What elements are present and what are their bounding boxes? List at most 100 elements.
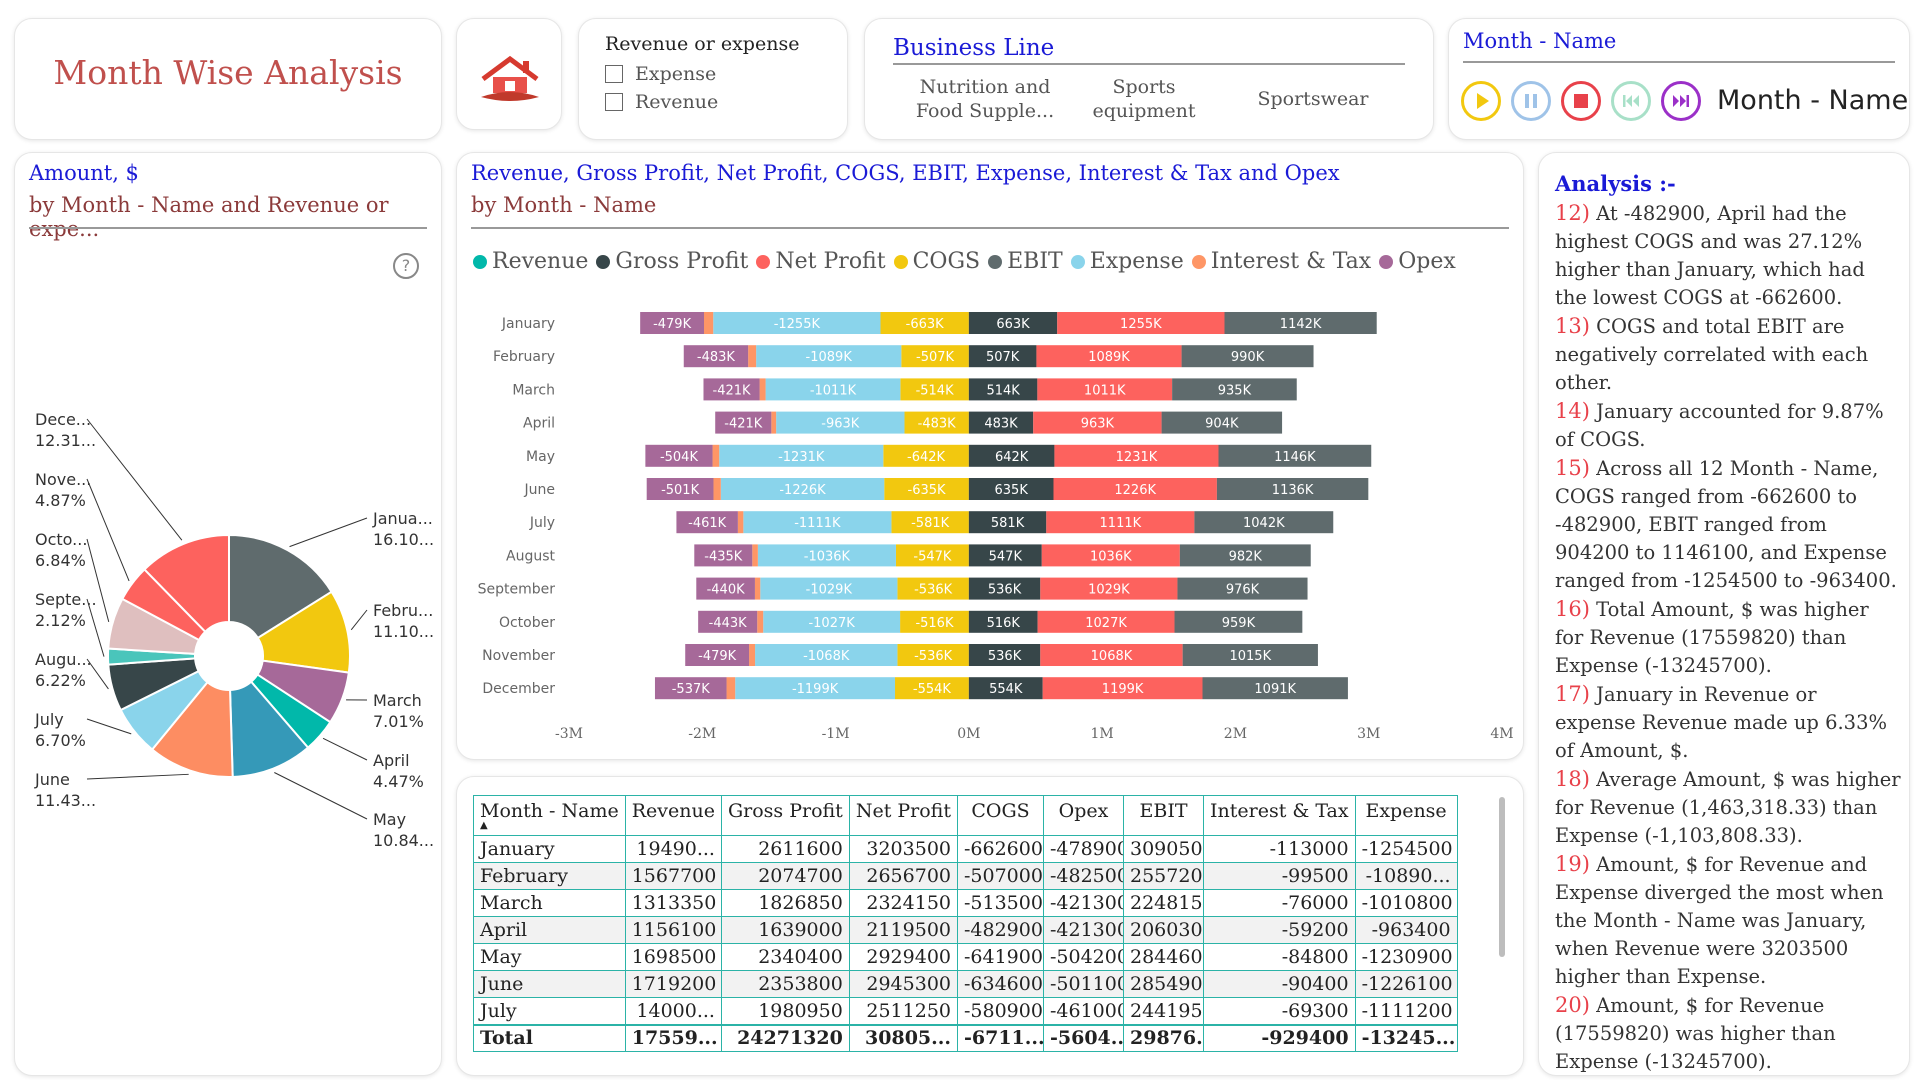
bar-segment[interactable] <box>1036 345 1182 368</box>
column-header[interactable]: Gross Profit <box>720 795 850 836</box>
table-row[interactable]: June 1719200 2353800 2945300 -634600 -501100 2… <box>473 970 1458 998</box>
bar-segment[interactable] <box>1194 511 1334 534</box>
bar-segment[interactable] <box>752 544 758 567</box>
bar-segment[interactable] <box>1037 610 1175 633</box>
bar-segment[interactable] <box>755 644 898 666</box>
bar-segment[interactable] <box>1037 378 1173 401</box>
legend-item[interactable]: COGS <box>893 249 980 274</box>
bar-segment[interactable] <box>968 444 1055 467</box>
pause-button[interactable] <box>1511 81 1551 121</box>
bar-segment[interactable] <box>968 411 1034 434</box>
legend-item[interactable]: Opex <box>1379 249 1456 274</box>
donut-slice[interactable] <box>228 533 333 640</box>
table-row[interactable]: April 1156100 1639000 2119500 -482900 -421300… <box>473 916 1458 944</box>
bar-segment[interactable] <box>713 312 881 334</box>
bar-segment[interactable] <box>1202 677 1348 700</box>
donut-slice[interactable] <box>256 590 351 674</box>
bar-segment[interactable] <box>1033 411 1162 434</box>
play-button[interactable] <box>1461 81 1501 121</box>
bar-segment[interactable] <box>703 378 760 401</box>
bar-segment[interactable] <box>904 411 969 434</box>
bar-segment[interactable] <box>968 577 1041 600</box>
bar-segment[interactable] <box>895 677 969 700</box>
bar-segment[interactable] <box>968 345 1037 368</box>
bar-segment[interactable] <box>968 478 1054 500</box>
bar-segment[interactable] <box>696 577 755 600</box>
bar-segment[interactable] <box>1161 411 1283 434</box>
bar-segment[interactable] <box>968 677 1043 700</box>
legend-item[interactable]: Interest & Tax <box>1191 249 1371 274</box>
business-option-sports-equipment[interactable]: Sports equipment <box>1079 75 1209 123</box>
bar-segment[interactable] <box>759 378 766 401</box>
bar-segment[interactable] <box>712 444 720 467</box>
bar-segment[interactable] <box>1181 345 1314 368</box>
bar-segment[interactable] <box>683 345 749 368</box>
bar-segment[interactable] <box>1041 544 1180 567</box>
legend-item[interactable]: Net Profit <box>756 249 886 274</box>
business-option-sportswear[interactable]: Sportswear <box>1233 87 1393 111</box>
bar-segment[interactable] <box>715 411 772 434</box>
bar-segment[interactable] <box>968 544 1042 567</box>
bar-segment[interactable] <box>726 677 736 700</box>
bar-segment[interactable] <box>749 644 756 666</box>
legend-item[interactable]: Revenue <box>473 249 588 274</box>
bar-segment[interactable] <box>654 677 727 700</box>
bar-segment[interactable] <box>685 644 750 666</box>
bar-segment[interactable] <box>1040 644 1183 666</box>
next-button[interactable] <box>1661 81 1701 121</box>
bar-segment[interactable] <box>640 312 705 334</box>
bar-segment[interactable] <box>1216 478 1369 500</box>
column-header[interactable]: Opex <box>1043 795 1124 836</box>
bar-segment[interactable] <box>968 610 1038 633</box>
bar-segment[interactable] <box>1179 544 1311 567</box>
bar-segment[interactable] <box>765 378 901 401</box>
bar-segment[interactable] <box>776 411 905 434</box>
legend-item[interactable]: Expense <box>1070 249 1184 274</box>
bar-segment[interactable] <box>897 577 969 600</box>
bar-segment[interactable] <box>757 610 764 633</box>
bar-segment[interactable] <box>698 610 758 633</box>
donut-slice[interactable] <box>143 533 230 634</box>
legend-item[interactable]: EBIT <box>988 249 1063 274</box>
bar-segment[interactable] <box>1174 610 1303 633</box>
table-row[interactable]: February 1567700 2074700 2656700 -507000 -482… <box>473 862 1458 890</box>
bar-segment[interactable] <box>900 610 969 633</box>
bar-segment[interactable] <box>900 378 969 401</box>
help-icon[interactable]: ? <box>393 253 419 279</box>
bar-segment[interactable] <box>771 411 777 434</box>
bar-segment[interactable] <box>880 312 969 334</box>
column-header[interactable]: EBIT <box>1123 795 1204 836</box>
bar-segment[interactable] <box>743 511 892 534</box>
bar-segment[interactable] <box>704 312 714 334</box>
table-row[interactable]: July 14000... 1980950 2511250 -580900 -461000… <box>473 997 1458 1025</box>
bar-segment[interactable] <box>757 544 896 567</box>
home-button[interactable] <box>456 18 562 130</box>
legend-item[interactable]: Gross Profit <box>596 249 748 274</box>
bar-segment[interactable] <box>1046 511 1195 534</box>
table-total-row[interactable]: Total 17559... 24271320 30805... -6711... -56… <box>473 1023 1458 1052</box>
table-row[interactable]: March 1313350 1826850 2324150 -513500 -421300… <box>473 889 1458 917</box>
bar-segment[interactable] <box>1053 478 1217 500</box>
bar-segment[interactable] <box>895 544 969 567</box>
previous-button[interactable] <box>1611 81 1651 121</box>
bar-segment[interactable] <box>720 478 885 500</box>
bar-segment[interactable] <box>737 511 744 534</box>
bar-segment[interactable] <box>646 478 714 500</box>
bar-segment[interactable] <box>968 511 1047 534</box>
checkbox-expense[interactable]: Expense <box>605 63 716 85</box>
stop-button[interactable] <box>1561 81 1601 121</box>
bar-segment[interactable] <box>713 478 721 500</box>
bar-segment[interactable] <box>968 644 1041 666</box>
bar-segment[interactable] <box>1042 677 1203 700</box>
bar-segment[interactable] <box>1172 378 1297 401</box>
column-header[interactable]: Revenue <box>624 795 722 836</box>
table-row[interactable]: May 1698500 2340400 2929400 -641900 -504200 28… <box>473 943 1458 971</box>
bar-segment[interactable] <box>694 544 753 567</box>
column-header[interactable]: Interest & Tax <box>1203 795 1356 836</box>
bar-segment[interactable] <box>1182 644 1318 666</box>
bar-segment[interactable] <box>901 345 969 368</box>
bar-segment[interactable] <box>676 511 738 534</box>
table-scrollbar[interactable] <box>1499 797 1505 957</box>
bar-segment[interactable] <box>1218 444 1372 467</box>
bar-segment[interactable] <box>760 577 898 600</box>
